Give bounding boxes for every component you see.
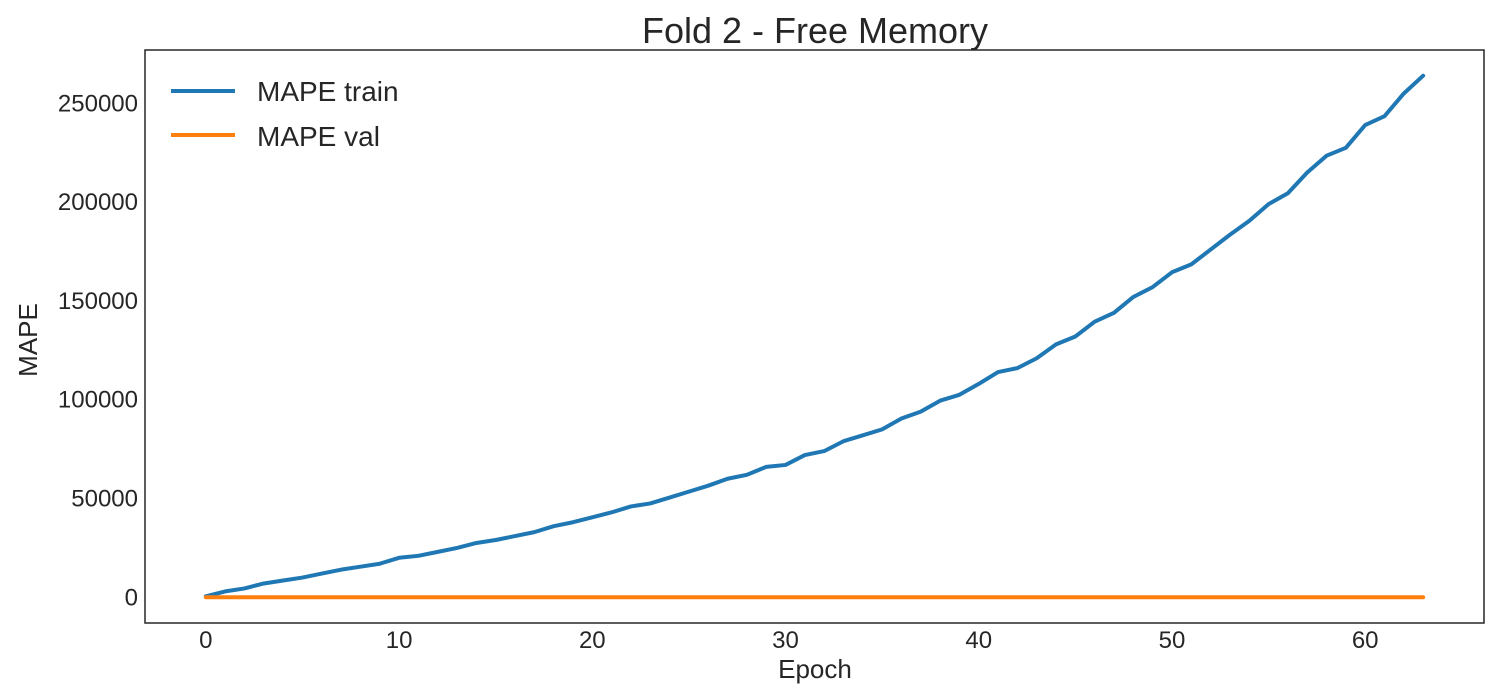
legend-label-mape-train: MAPE train bbox=[257, 76, 399, 107]
chart-title: Fold 2 - Free Memory bbox=[642, 10, 988, 51]
y-tick-label: 50000 bbox=[71, 486, 138, 513]
y-tick-label: 200000 bbox=[58, 189, 138, 216]
y-tick-label: 250000 bbox=[58, 90, 138, 117]
axis-ticks: 0 10 20 30 40 50 60 0 50000 100000 150000 200000 250… bbox=[58, 90, 1379, 654]
legend-label-mape-val: MAPE val bbox=[257, 121, 380, 152]
plot-frame bbox=[144, 49, 1485, 624]
series-line-mape-train bbox=[203, 73, 1426, 599]
y-tick-label: 150000 bbox=[58, 288, 138, 315]
x-tick-label: 40 bbox=[965, 627, 992, 654]
y-axis-label: MAPE bbox=[13, 303, 43, 377]
x-axis-label: Epoch bbox=[778, 654, 852, 684]
x-tick-label: 0 bbox=[199, 627, 212, 654]
series-lines bbox=[203, 73, 1426, 600]
y-tick-label: 100000 bbox=[58, 387, 138, 414]
y-tick-label: 0 bbox=[125, 584, 138, 611]
legend: MAPE train MAPE val bbox=[171, 76, 399, 152]
x-tick-label: 60 bbox=[1352, 627, 1379, 654]
x-tick-label: 10 bbox=[386, 627, 413, 654]
x-tick-label: 50 bbox=[1159, 627, 1186, 654]
x-tick-label: 30 bbox=[772, 627, 799, 654]
x-tick-label: 20 bbox=[579, 627, 606, 654]
